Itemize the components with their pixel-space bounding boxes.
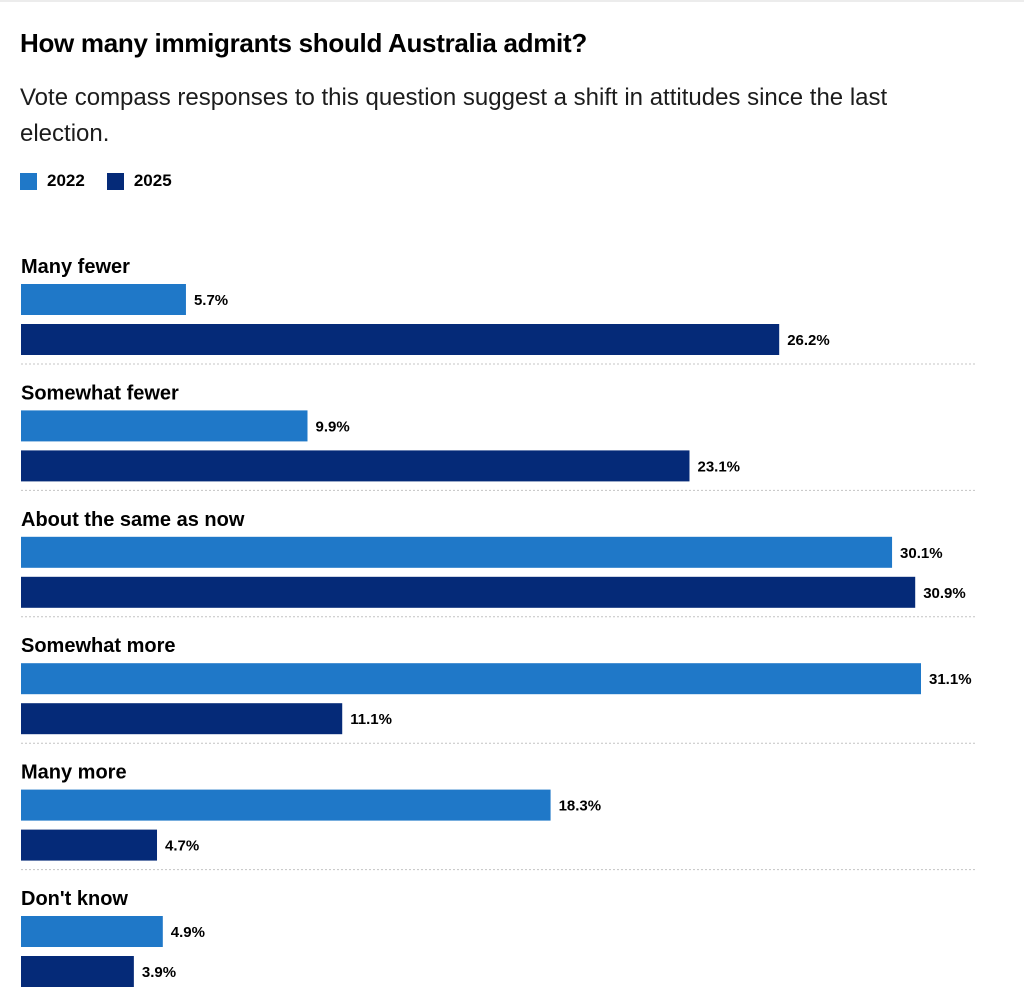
value-label-2022-many-fewer: 5.7% <box>194 292 228 309</box>
value-label-2022-somewhat-more: 31.1% <box>929 671 972 688</box>
bar-2025-somewhat-fewer <box>21 450 690 482</box>
legend-label-2025: 2025 <box>133 171 172 190</box>
category-label-many-fewer: Many fewer <box>21 256 130 278</box>
bar-2022-somewhat-more <box>21 663 921 695</box>
chart-title: How many immigrants should Australia adm… <box>20 28 587 58</box>
category-label-don-t-know: Don't know <box>21 888 128 910</box>
value-label-2025-many-fewer: 26.2% <box>787 332 830 349</box>
legend-item-2025: 2025 <box>106 171 172 191</box>
value-label-2025-somewhat-more: 11.1% <box>350 711 392 728</box>
value-label-2022-many-more: 18.3% <box>559 798 602 815</box>
value-label-2025-about-the-same-as-now: 30.9% <box>923 585 966 602</box>
top-divider <box>0 0 1024 2</box>
bar-2022-about-the-same-as-now <box>21 536 893 568</box>
bar-2022-many-fewer <box>21 284 186 315</box>
legend-swatch-2025 <box>106 172 124 190</box>
legend-swatch-2022 <box>20 172 37 190</box>
bar-2025-many-more <box>21 829 158 861</box>
bar-2022-many-more <box>21 789 551 821</box>
value-label-2025-somewhat-fewer: 23.1% <box>697 458 740 475</box>
bar-2022-somewhat-fewer <box>21 410 308 442</box>
value-label-2025-many-more: 4.7% <box>165 838 199 855</box>
bar-2025-somewhat-more <box>21 703 343 735</box>
category-label-somewhat-fewer: Somewhat fewer <box>21 382 179 404</box>
legend: 2022 2025 <box>20 171 194 191</box>
legend-label-2022: 2022 <box>47 171 85 190</box>
bar-2022-don-t-know <box>21 916 163 947</box>
category-label-about-the-same-as-now: About the same as now <box>21 509 245 531</box>
legend-item-2022: 2022 <box>20 171 85 191</box>
category-label-many-more: Many more <box>21 762 127 784</box>
bar-2025-about-the-same-as-now <box>21 576 916 608</box>
value-label-2025-don-t-know: 3.9% <box>142 964 176 981</box>
value-label-2022-don-t-know: 4.9% <box>171 924 205 941</box>
value-label-2022-somewhat-fewer: 9.9% <box>315 418 349 435</box>
bar-2025-don-t-know <box>21 956 134 987</box>
category-label-somewhat-more: Somewhat more <box>21 635 175 657</box>
bar-2025-many-fewer <box>21 324 780 355</box>
value-label-2022-about-the-same-as-now: 30.1% <box>900 545 943 562</box>
chart-subtitle: Vote compass responses to this question … <box>20 84 888 147</box>
